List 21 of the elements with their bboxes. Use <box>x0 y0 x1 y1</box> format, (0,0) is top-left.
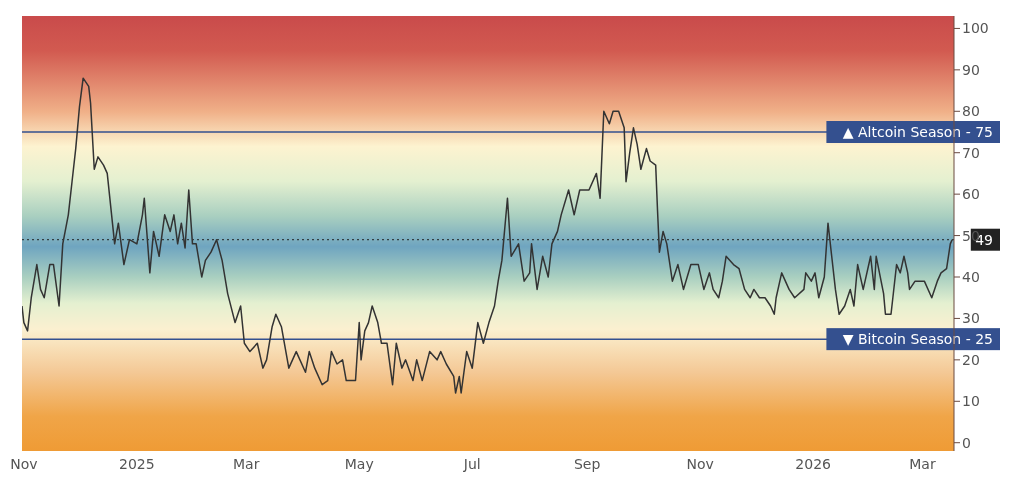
x-tick-label: Sep <box>573 455 601 472</box>
y-tick-label: 20 <box>962 351 980 368</box>
ref-line-label: ▼ Bitcoin Season - 25 <box>842 331 993 348</box>
y-tick-label: 10 <box>962 393 980 410</box>
x-tick-label: Jul <box>462 455 481 472</box>
y-tick-label: 30 <box>962 310 980 327</box>
y-tick-label: 60 <box>962 186 980 203</box>
x-tick-label: May <box>344 455 374 472</box>
y-tick-label: 100 <box>962 20 989 37</box>
y-tick-label: 70 <box>962 144 980 161</box>
x-tick-label: Nov <box>10 455 38 472</box>
y-tick-label: 0 <box>962 434 971 451</box>
x-tick-label: Nov <box>686 455 714 472</box>
x-tick-label: Mar <box>232 455 260 472</box>
x-tick-label: Mar <box>909 455 936 472</box>
y-tick-label: 80 <box>962 103 980 120</box>
ref-line-label: ▲ Altcoin Season - 75 <box>842 124 993 140</box>
x-tick-label: 2026 <box>795 455 832 472</box>
y-tick-label: 90 <box>962 61 980 78</box>
x-tick-label: 2025 <box>119 455 155 472</box>
y-tick-label: 40 <box>962 268 980 285</box>
